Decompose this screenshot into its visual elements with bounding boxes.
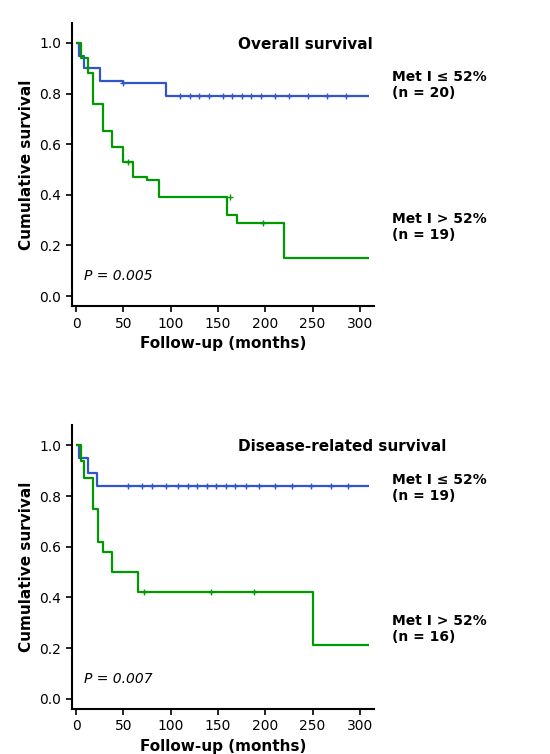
Text: Met I > 52%
(n = 19): Met I > 52% (n = 19) xyxy=(392,212,487,242)
Text: Met I > 52%
(n = 16): Met I > 52% (n = 16) xyxy=(392,615,487,645)
Text: Disease-related survival: Disease-related survival xyxy=(238,440,446,455)
Text: P = 0.007: P = 0.007 xyxy=(84,672,152,686)
Text: P = 0.005: P = 0.005 xyxy=(84,269,152,284)
Text: Met I ≤ 52%
(n = 20): Met I ≤ 52% (n = 20) xyxy=(392,70,487,100)
Text: Met I ≤ 52%
(n = 19): Met I ≤ 52% (n = 19) xyxy=(392,473,487,503)
X-axis label: Follow-up (months): Follow-up (months) xyxy=(140,336,306,351)
X-axis label: Follow-up (months): Follow-up (months) xyxy=(140,739,306,754)
Y-axis label: Cumulative survival: Cumulative survival xyxy=(19,482,34,652)
Y-axis label: Cumulative survival: Cumulative survival xyxy=(19,79,34,250)
Text: Overall survival: Overall survival xyxy=(238,37,373,52)
